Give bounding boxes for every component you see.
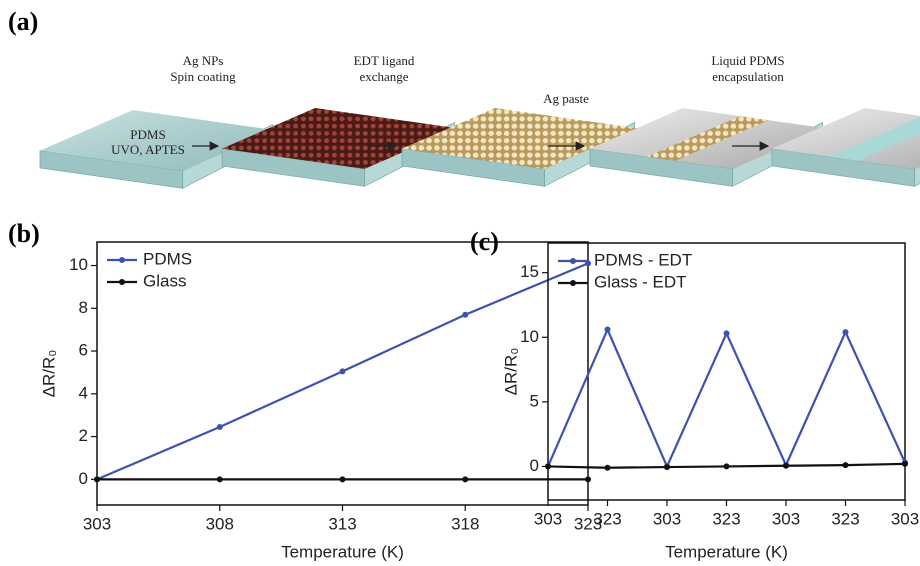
substrate-label: PDMS [130,127,165,142]
x-tick-label: 323 [831,509,859,528]
x-tick-label: 303 [891,509,919,528]
y-tick-label: 15 [520,262,539,281]
legend-marker [119,257,125,263]
legend-label: Glass - EDT [594,272,687,291]
legend-label: Glass [143,271,186,290]
x-tick-label: 303 [83,514,111,533]
step-label: Liquid PDMS [711,53,784,68]
marker [585,476,591,483]
step-label: encapsulation [712,69,784,84]
y-tick-label: 10 [69,255,88,274]
x-tick-label: 313 [328,514,356,533]
substrate-top [222,108,458,169]
substrate [401,108,638,187]
strip [647,116,769,161]
y-tick-label: 0 [530,456,539,475]
step-label: Spin coating [170,69,236,84]
legend-marker [119,279,125,285]
y-tick-label: 2 [79,426,88,445]
marker [94,476,100,483]
y-tick-label: 6 [79,341,88,360]
x-tick-label: 323 [593,509,621,528]
x-axis-label: Temperature (K) [665,542,788,561]
x-tick-label: 303 [534,509,562,528]
x-tick-label: 303 [772,509,800,528]
panel-label: (c) [470,227,499,256]
marker [216,476,223,483]
step-label: Ag NPs [183,53,224,68]
marker [604,464,611,471]
substrate [771,108,920,187]
y-tick-label: 0 [79,469,88,488]
marker [462,311,469,318]
panel-label: (b) [8,219,40,248]
marker [842,462,849,469]
substrate-top [402,108,638,169]
step-label: exchange [359,69,408,84]
substrate-top [40,110,276,171]
substrate-top [772,108,920,169]
marker [604,326,611,333]
x-tick-label: 308 [206,514,234,533]
x-axis-label: Temperature (K) [281,542,404,561]
x-tick-label: 318 [451,514,479,533]
marker [902,460,908,467]
y-tick-label: 8 [79,298,88,317]
x-tick-label: 323 [574,514,602,533]
step-label: Ag paste [543,91,589,106]
y-axis-label: ΔR/R₀ [501,348,520,396]
marker [664,464,670,471]
marker [783,462,789,469]
marker [462,476,469,483]
marker [723,463,730,470]
legend-label: PDMS - EDT [594,250,692,269]
legend-marker [570,258,576,264]
marker [723,330,730,337]
marker [216,423,223,430]
marker [339,476,346,483]
y-tick-label: 10 [520,327,539,346]
substrate-label: UVO, APTES [111,142,185,157]
y-tick-label: 5 [530,391,539,410]
legend-marker [570,280,576,286]
marker [339,368,346,375]
y-tick-label: 4 [79,383,88,402]
x-tick-label: 303 [653,509,681,528]
x-tick-label: 323 [712,509,740,528]
legend-label: PDMS [143,249,192,268]
series-line [546,326,907,470]
y-axis-label: ΔR/R₀ [39,350,58,398]
strip [829,117,920,161]
marker [842,329,849,336]
panel-label: (a) [8,7,38,36]
marker [545,463,551,470]
substrate-side [914,165,920,187]
step-label: EDT ligand [354,53,415,68]
